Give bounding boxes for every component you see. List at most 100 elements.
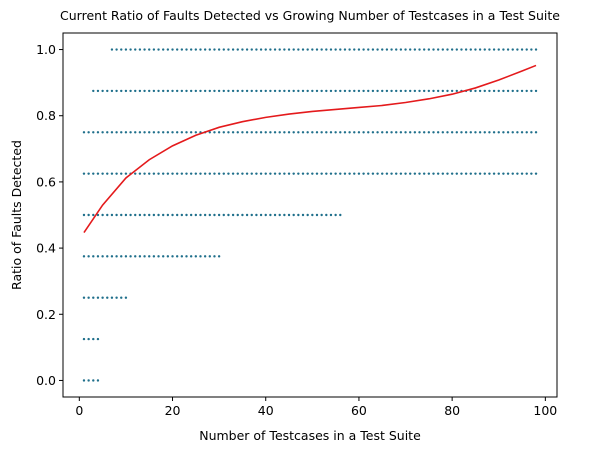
scatter-point <box>409 131 412 134</box>
scatter-point <box>269 48 272 51</box>
scatter-point <box>222 131 225 134</box>
scatter-point <box>96 213 100 217</box>
y-tick-label: 0.2 <box>36 307 56 322</box>
scatter-point <box>325 89 328 93</box>
scatter-point <box>506 48 510 51</box>
scatter-point <box>203 89 207 93</box>
scatter-point <box>311 172 314 175</box>
scatter-point <box>371 48 375 51</box>
scatter-point <box>502 89 505 93</box>
scatter-point <box>157 213 160 217</box>
scatter-point <box>255 48 258 51</box>
scatter-point <box>488 131 491 134</box>
scatter-point <box>110 48 114 51</box>
scatter-point <box>483 48 486 51</box>
scatter-point <box>404 89 407 93</box>
scatter-point <box>152 48 156 51</box>
scatter-point <box>311 48 314 51</box>
scatter-point <box>115 255 118 258</box>
scatter-point <box>301 89 305 93</box>
scatter-point <box>469 48 472 51</box>
scatter-point <box>152 131 156 134</box>
x-tick-label: 60 <box>351 403 367 418</box>
scatter-point <box>315 172 319 175</box>
scatter-point <box>329 172 333 175</box>
scatter-point <box>376 131 379 134</box>
scatter-point <box>492 89 496 93</box>
scatter-point <box>245 172 249 175</box>
scatter-point <box>92 337 95 341</box>
scatter-point <box>395 131 398 134</box>
scatter-point <box>241 89 244 93</box>
scatter-point <box>534 131 538 134</box>
scatter-point <box>422 89 426 93</box>
scatter-point <box>436 131 440 134</box>
scatter-point <box>180 172 184 175</box>
scatter-point <box>520 48 524 51</box>
x-axis: 0 20 40 60 80 100 <box>75 397 557 418</box>
scatter-point <box>530 172 533 175</box>
scatter-point <box>110 255 114 258</box>
scatter-point <box>381 48 384 51</box>
scatter-point <box>236 172 239 175</box>
scatter-point <box>297 48 300 51</box>
scatter-point <box>446 48 449 51</box>
scatter-point <box>124 172 128 175</box>
scatter-point <box>203 255 207 258</box>
scatter-point <box>483 131 486 134</box>
scatter-point <box>353 131 356 134</box>
scatter-point <box>385 131 389 134</box>
scatter-point <box>124 89 128 93</box>
scatter-point <box>516 172 519 175</box>
scatter-point <box>450 131 454 134</box>
scatter-point <box>82 213 86 217</box>
scatter-point <box>92 172 95 175</box>
scatter-point <box>222 48 225 51</box>
scatter-point <box>110 172 114 175</box>
scatter-point <box>180 213 184 217</box>
scatter-point <box>273 89 277 93</box>
scatter-point <box>87 337 90 341</box>
scatter-point <box>82 379 86 382</box>
scatter-point <box>96 296 100 299</box>
scatter-point <box>432 172 435 175</box>
scatter-point <box>138 89 142 93</box>
scatter-point <box>213 172 216 175</box>
scatter-point <box>297 213 300 217</box>
scatter-point <box>301 213 305 217</box>
scatter-point <box>92 379 95 382</box>
scatter-point <box>106 172 109 175</box>
scatter-point <box>231 48 235 51</box>
scatter-point <box>390 48 393 51</box>
scatter-point <box>199 172 202 175</box>
scatter-point <box>385 48 389 51</box>
scatter-point <box>92 296 95 299</box>
scatter-point <box>185 255 188 258</box>
scatter-point <box>264 131 267 134</box>
scatter-point <box>264 89 267 93</box>
scatter-point <box>502 48 505 51</box>
scatter-point <box>418 131 421 134</box>
scatter-point <box>460 131 463 134</box>
scatter-point <box>185 172 188 175</box>
scatter-point <box>357 131 361 134</box>
scatter-point <box>87 255 90 258</box>
scatter-point <box>311 89 314 93</box>
scatter-point <box>325 213 328 217</box>
scatter-point <box>175 213 179 217</box>
scatter-point <box>297 172 300 175</box>
scatter-point <box>120 131 123 134</box>
scatter-point <box>283 131 286 134</box>
scatter-point <box>115 213 118 217</box>
scatter-point <box>208 213 211 217</box>
scatter-point <box>171 172 174 175</box>
scatter-point <box>217 172 221 175</box>
scatter-point <box>171 213 174 217</box>
scatter-point <box>525 89 528 93</box>
scatter-point <box>478 172 482 175</box>
scatter-point <box>92 255 95 258</box>
scatter-point <box>269 172 272 175</box>
scatter-point <box>148 48 151 51</box>
scatter-point <box>534 89 538 93</box>
